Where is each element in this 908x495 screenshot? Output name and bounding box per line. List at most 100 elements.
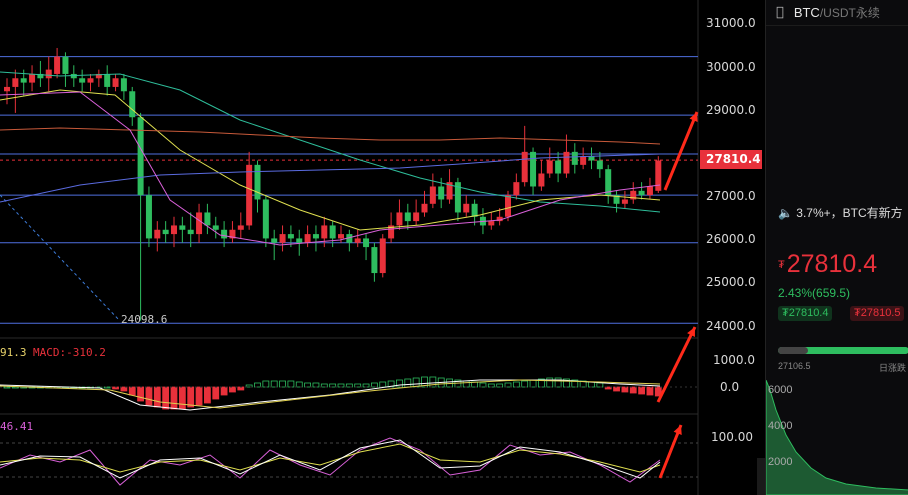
depth-chart [766, 380, 908, 495]
chart-canvas[interactable] [0, 0, 765, 495]
kdj-label: 46.41 [0, 420, 34, 433]
candle-body [204, 212, 211, 226]
candle-body [254, 164, 261, 200]
candle-body [262, 199, 269, 239]
candle-body [421, 203, 428, 213]
macd-bar [412, 377, 420, 388]
macd-bar [521, 380, 529, 388]
bid-price-pill[interactable]: ₮27810.4 [778, 306, 833, 321]
candle-body [346, 234, 353, 243]
candle-body [354, 238, 361, 243]
macd-bar [128, 386, 136, 396]
range-label: 日涨跌 [879, 363, 907, 373]
moving-average-line [0, 71, 661, 213]
candle-body [530, 151, 537, 187]
macd-bar [629, 386, 637, 394]
macd-bar [220, 386, 228, 396]
candle-body [571, 151, 578, 165]
ask-price-pill[interactable]: ₮27810.5 [850, 306, 905, 321]
candle-body [171, 225, 177, 235]
symbol-header[interactable]:  BTC /USDT永续 [766, 0, 908, 26]
macd-bar [229, 386, 236, 393]
candle-body [145, 195, 152, 239]
macd-bar [354, 383, 362, 388]
candle-body [196, 212, 203, 235]
price-tick: 24000.0 [706, 319, 756, 333]
candle-body [563, 151, 570, 174]
macd-bar [462, 380, 470, 388]
red-arrow-head [673, 425, 682, 435]
candle-body [54, 56, 61, 74]
macd-bar [396, 379, 403, 388]
candle-body [271, 238, 278, 243]
kdj-k-line [0, 439, 661, 479]
macd-bar [195, 386, 203, 406]
candle-body [4, 86, 10, 92]
candle-body [463, 203, 470, 213]
macd-bar [312, 382, 320, 388]
last-price-value: 27810.4 [786, 250, 878, 278]
kdj-d-line [0, 443, 661, 473]
macd-bar [187, 386, 195, 408]
candle-body [613, 195, 620, 204]
macd-bar [588, 381, 595, 388]
candle-body [162, 229, 169, 235]
candle-body [546, 160, 553, 174]
candle-body [638, 190, 645, 196]
macd-bar [345, 383, 353, 388]
candle-body [555, 160, 562, 174]
candle-body [321, 225, 328, 239]
macd-bar [404, 378, 412, 388]
news-ticker[interactable]: 🔈 3.7%+，BTC有新方 [778, 204, 903, 221]
candle-body [304, 234, 311, 243]
macd-bar [304, 382, 312, 388]
macd-bar [120, 386, 128, 392]
macd-bar [254, 382, 261, 388]
current-price-tag: 27810.4 [700, 150, 762, 169]
price-tick: 30000.0 [706, 60, 756, 74]
macd-bar [429, 376, 437, 388]
macd-bar [621, 386, 629, 393]
candle-body [454, 182, 461, 213]
price-tick: 27000.0 [706, 189, 756, 203]
candle-body [513, 182, 520, 196]
candle-body [104, 73, 111, 87]
candle-body [112, 78, 119, 87]
red-arrow-head [687, 327, 695, 337]
macd-dea-line [0, 379, 661, 409]
candlestick-chart[interactable]: 31000.0 30000.0 29000.0 27000.0 26000.0 … [0, 0, 765, 495]
symbol-name: BTC [786, 5, 820, 20]
macd-bar [270, 380, 278, 388]
macd-tick: 0.0 [720, 380, 740, 394]
speaker-icon: 🔈 [778, 206, 793, 220]
candle-body [630, 190, 637, 200]
market-sidebar:  BTC /USDT永续 🔈 3.7%+，BTC有新方 ₮27810.4 2.… [765, 0, 908, 495]
macd-bar [554, 377, 562, 388]
depth-area [766, 380, 908, 495]
candle-body [521, 151, 528, 183]
macd-bar [579, 380, 587, 388]
candle-body [363, 238, 370, 248]
candle-body [496, 216, 503, 222]
candle-body [137, 117, 144, 196]
macd-bar [638, 386, 645, 395]
macd-bar [137, 386, 145, 402]
macd-bar [203, 386, 211, 404]
candle-body [296, 238, 303, 243]
candle-body [379, 238, 386, 274]
red-arrow [658, 424, 683, 479]
macd-bar [512, 381, 520, 388]
candle-body [62, 56, 69, 74]
candle-body [229, 229, 236, 239]
candle-body [488, 221, 495, 226]
macd-bar [496, 383, 504, 388]
price-tick: 26000.0 [706, 232, 756, 246]
macd-bar [212, 386, 220, 400]
candle-body [70, 73, 77, 79]
candle-body [246, 164, 253, 226]
pair-subtitle: /USDT永续 [812, 6, 880, 20]
candle-body [87, 78, 94, 83]
candle-body [471, 203, 478, 217]
candle-body [404, 212, 411, 222]
macd-bar [287, 380, 295, 388]
